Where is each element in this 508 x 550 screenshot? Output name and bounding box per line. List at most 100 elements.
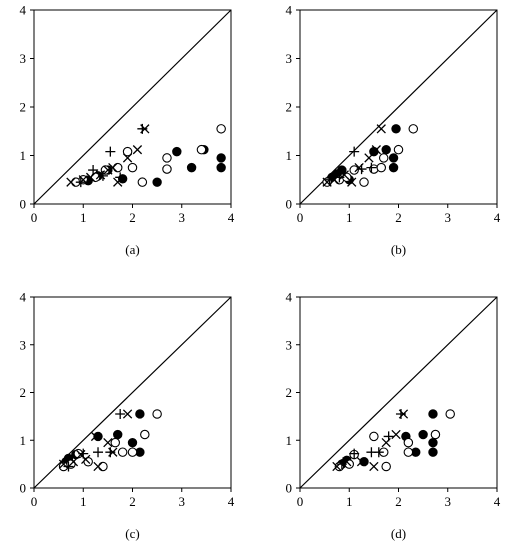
- filled-circle-marker: [428, 447, 438, 457]
- y-tick-label: 0: [20, 481, 27, 496]
- x-tick-label: 1: [346, 494, 353, 509]
- filled-circle-marker: [388, 162, 399, 173]
- filled-circle-marker: [337, 165, 347, 175]
- x-tick-label: 4: [228, 210, 235, 225]
- x-marker: [93, 461, 103, 472]
- plus-marker: [88, 165, 99, 176]
- scatter-panel-4: 0 1 2 3 4 0 1 2 3 4 (d): [286, 290, 501, 542]
- x-marker: [108, 162, 118, 173]
- filled-circle-marker: [391, 124, 401, 134]
- open-circle-marker: [408, 124, 419, 134]
- scatter-panel-2: 0 1 2 3 4 0 1 2 3 4 (b): [286, 3, 501, 258]
- panel-label: (a): [125, 242, 139, 257]
- y-tick-label: 3: [20, 337, 27, 352]
- filled-circle-marker: [113, 429, 123, 440]
- open-circle-marker: [122, 146, 133, 157]
- plus-marker: [115, 172, 126, 183]
- plus-marker: [349, 448, 360, 459]
- filled-circle-marker: [428, 437, 438, 448]
- x-tick-label: 0: [297, 210, 304, 225]
- x-tick-label: 1: [80, 210, 87, 225]
- filled-circle-marker: [381, 144, 391, 155]
- plus-marker: [373, 447, 384, 458]
- x-marker: [371, 145, 381, 155]
- x-marker: [103, 437, 113, 448]
- open-circle-marker: [162, 164, 172, 174]
- y-tick-label: 2: [20, 385, 27, 400]
- x-marker: [68, 457, 79, 467]
- open-circle-marker: [381, 461, 391, 472]
- plus-marker: [137, 123, 148, 134]
- x-marker: [347, 177, 357, 187]
- open-circle-marker: [378, 153, 389, 163]
- filled-circle-marker: [428, 409, 438, 419]
- y-tick-label: 2: [286, 100, 293, 115]
- x-tick-label: 3: [445, 494, 452, 509]
- plus-marker: [93, 447, 104, 458]
- open-circle-marker: [216, 124, 226, 134]
- y-tick-label: 1: [286, 433, 293, 448]
- plus-marker: [366, 162, 377, 173]
- x-tick-label: 0: [297, 494, 304, 509]
- x-tick-label: 4: [494, 494, 501, 509]
- y-tick-label: 3: [286, 51, 293, 66]
- y-tick-label: 2: [286, 385, 293, 400]
- y-tick-label: 0: [286, 481, 293, 496]
- plus-marker: [97, 170, 108, 181]
- x-tick-label: 2: [395, 494, 402, 509]
- filled-circle-marker: [186, 162, 197, 173]
- filled-circle-marker: [93, 431, 103, 442]
- x-tick-label: 0: [31, 210, 38, 225]
- open-circle-marker: [376, 162, 387, 173]
- open-circle-marker: [127, 447, 138, 457]
- x-tick-label: 3: [179, 494, 186, 509]
- open-circle-marker: [403, 447, 414, 457]
- open-circle-marker: [140, 429, 150, 440]
- plus-marker: [115, 408, 126, 419]
- plus-marker: [356, 164, 367, 175]
- open-circle-marker: [393, 144, 404, 155]
- x-marker: [391, 429, 401, 440]
- x-tick-label: 1: [346, 210, 353, 225]
- filled-circle-marker: [172, 146, 182, 157]
- plus-marker: [78, 448, 89, 459]
- filled-circle-marker: [359, 457, 369, 467]
- y-tick-label: 0: [20, 197, 27, 212]
- x-marker: [122, 409, 133, 419]
- x-tick-label: 4: [228, 494, 235, 509]
- plus-marker: [105, 146, 116, 157]
- panel-label: (d): [391, 526, 406, 541]
- y-tick-label: 1: [286, 148, 293, 163]
- plus-marker: [324, 174, 335, 185]
- plus-marker: [336, 459, 347, 470]
- scatter-panel-1: 0 1 2 3 4 0 1 2 3 4 (a): [20, 3, 235, 258]
- open-circle-marker: [152, 409, 162, 419]
- x-tick-label: 2: [129, 494, 136, 509]
- panel-label: (c): [125, 526, 139, 541]
- x-tick-label: 0: [31, 494, 38, 509]
- x-marker: [376, 124, 386, 134]
- plus-marker: [349, 146, 360, 157]
- plus-marker: [334, 172, 345, 183]
- x-tick-label: 3: [179, 210, 186, 225]
- filled-circle-marker: [216, 153, 226, 163]
- x-tick-label: 1: [80, 494, 87, 509]
- x-marker: [356, 457, 367, 467]
- one-to-one-line: [299, 296, 498, 489]
- y-tick-label: 4: [286, 290, 293, 305]
- x-tick-label: 4: [494, 210, 501, 225]
- filled-circle-marker: [135, 409, 145, 419]
- plus-marker: [63, 461, 74, 472]
- x-marker: [90, 431, 101, 442]
- y-tick-label: 4: [20, 3, 27, 18]
- open-circle-marker: [359, 177, 369, 187]
- x-marker: [364, 153, 374, 163]
- filled-circle-marker: [388, 153, 399, 163]
- open-circle-marker: [127, 162, 138, 173]
- y-tick-label: 4: [20, 290, 27, 305]
- x-tick-label: 3: [445, 210, 452, 225]
- filled-circle-marker: [152, 177, 162, 187]
- y-tick-label: 0: [286, 197, 293, 212]
- one-to-one-line: [33, 9, 232, 205]
